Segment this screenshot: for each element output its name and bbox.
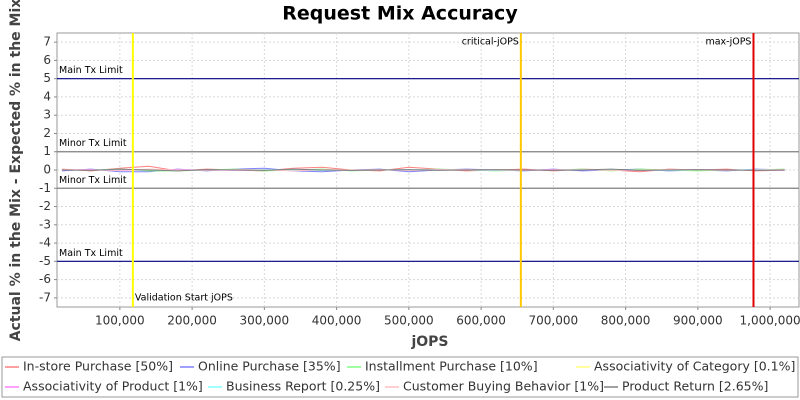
y-tick-label: 2	[43, 126, 51, 140]
x-tick-label: 700,000	[529, 314, 579, 328]
x-tick-label: 100,000	[95, 314, 145, 328]
legend-label: Installment Purchase [10%]	[365, 359, 538, 374]
y-axis-label: Actual % in the Mix - Expected % in the …	[8, 0, 24, 341]
limit-label: Minor Tx Limit	[59, 175, 127, 186]
chart-title: Request Mix Accuracy	[282, 3, 518, 25]
y-tick-label: 4	[43, 89, 51, 103]
y-tick-label: 1	[43, 144, 51, 158]
limit-label: Minor Tx Limit	[59, 138, 127, 149]
legend-label: Online Purchase [35%]	[198, 359, 341, 374]
y-tick-label: -5	[39, 254, 51, 268]
legend-label: Product Return [2.65%]	[622, 379, 768, 394]
legend-label: Associativity of Product [1%]	[23, 379, 203, 394]
x-tick-label: 200,000	[167, 314, 217, 328]
y-tick-label: 6	[43, 53, 51, 67]
y-tick-label: -6	[39, 272, 51, 286]
x-tick-label: 1,000,000	[740, 314, 800, 328]
x-tick-label: 500,000	[384, 314, 434, 328]
x-tick-label: 600,000	[456, 314, 506, 328]
y-tick-label: -4	[39, 236, 51, 250]
y-tick-label: -7	[39, 290, 51, 304]
x-tick-label: 900,000	[673, 314, 723, 328]
marker-label: critical-jOPS	[462, 37, 519, 48]
legend-label: Customer Buying Behavior [1%]	[403, 379, 604, 394]
y-tick-label: -2	[39, 199, 51, 213]
legend	[1, 356, 799, 398]
x-tick-label: 800,000	[601, 314, 651, 328]
marker-label: max-jOPS	[705, 37, 751, 48]
y-tick-label: -3	[39, 217, 51, 231]
limit-label: Main Tx Limit	[59, 65, 123, 76]
y-tick-label: -1	[39, 181, 51, 195]
series-line	[62, 168, 785, 172]
legend-label: In-store Purchase [50%]	[23, 359, 173, 374]
y-tick-label: 7	[43, 35, 51, 49]
y-tick-label: 0	[43, 163, 51, 177]
y-tick-label: 3	[43, 108, 51, 122]
legend-label: Business Report [0.25%]	[226, 379, 380, 394]
legend-label: Associativity of Category [0.1%]	[594, 359, 795, 374]
x-tick-label: 400,000	[312, 314, 362, 328]
limit-label: Main Tx Limit	[59, 248, 123, 259]
y-tick-label: 5	[43, 71, 51, 85]
marker-label: Validation Start jOPS	[135, 293, 233, 304]
x-tick-label: 300,000	[240, 314, 290, 328]
x-axis-label: jOPS	[410, 334, 448, 350]
